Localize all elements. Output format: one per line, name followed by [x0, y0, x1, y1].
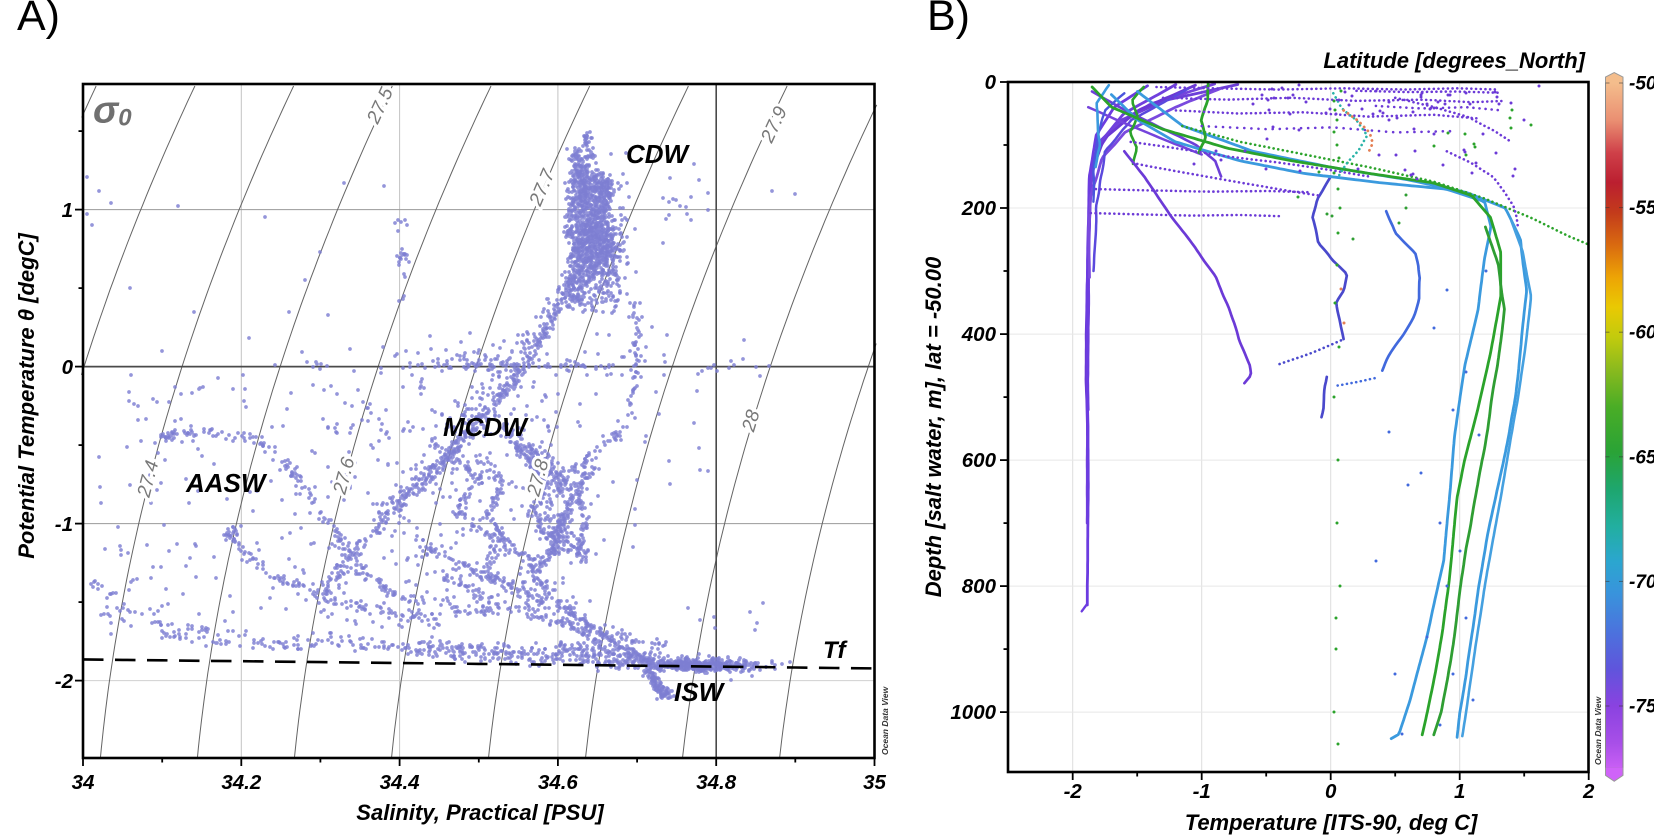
- svg-text:-60: -60: [1629, 323, 1654, 344]
- svg-text:-2: -2: [55, 670, 74, 693]
- svg-text:34.8: 34.8: [696, 771, 736, 794]
- svg-text:1: 1: [1454, 780, 1465, 803]
- svg-text:800: 800: [962, 575, 997, 598]
- svg-text:Temperature [ITS-90, deg C]: Temperature [ITS-90, deg C]: [1185, 810, 1478, 835]
- svg-text:Latitude [degrees_North]: Latitude [degrees_North]: [1323, 48, 1585, 73]
- svg-text:1: 1: [62, 199, 73, 222]
- svg-text:Ocean Data View: Ocean Data View: [1593, 695, 1603, 765]
- svg-text:Ocean Data View: Ocean Data View: [880, 685, 890, 755]
- svg-text:-2: -2: [1064, 780, 1083, 803]
- svg-text:AASW: AASW: [185, 468, 268, 498]
- svg-text:34.4: 34.4: [380, 771, 420, 794]
- svg-text:600: 600: [962, 449, 997, 472]
- svg-text:0: 0: [1325, 780, 1337, 803]
- svg-text:34.6: 34.6: [538, 771, 578, 794]
- svg-text:35: 35: [863, 771, 886, 794]
- svg-text:-50: -50: [1629, 74, 1654, 95]
- svg-text:34: 34: [72, 771, 95, 794]
- svg-text:A): A): [17, 0, 60, 40]
- svg-text:34.2: 34.2: [221, 771, 261, 794]
- svg-text:Salinity, Practical [PSU]: Salinity, Practical [PSU]: [356, 800, 604, 825]
- svg-text:Tf: Tf: [823, 637, 848, 664]
- svg-text:-70: -70: [1629, 572, 1654, 593]
- svg-text:-1: -1: [1193, 780, 1211, 803]
- svg-text:ISW: ISW: [674, 677, 726, 707]
- svg-text:CDW: CDW: [626, 139, 691, 169]
- svg-text:-75: -75: [1629, 697, 1654, 718]
- svg-text:MCDW: MCDW: [443, 412, 529, 442]
- svg-text:-1: -1: [55, 513, 73, 536]
- svg-text:0: 0: [62, 356, 74, 379]
- svg-text:Potential Temperature θ [degC]: Potential Temperature θ [degC]: [14, 233, 39, 559]
- svg-text:Depth [salt water, m], lat = -: Depth [salt water, m], lat = -50.00: [921, 256, 946, 597]
- svg-text:0: 0: [985, 71, 997, 94]
- svg-text:200: 200: [961, 197, 997, 220]
- svg-text:-65: -65: [1629, 447, 1654, 468]
- svg-text:400: 400: [961, 323, 997, 346]
- svg-text:1000: 1000: [950, 701, 996, 724]
- svg-text:B): B): [927, 0, 970, 40]
- svg-text:2: 2: [1582, 780, 1595, 803]
- svg-text:-55: -55: [1629, 198, 1654, 219]
